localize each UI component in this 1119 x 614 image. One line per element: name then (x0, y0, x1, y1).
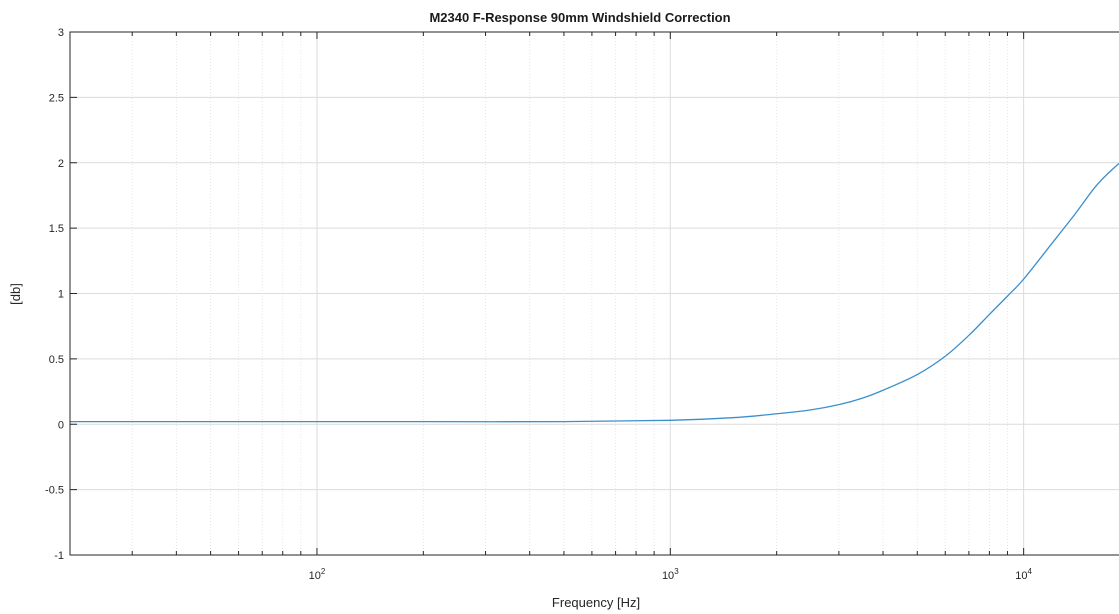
grid (69, 31, 1119, 556)
y-tick-label: -1 (54, 550, 64, 562)
series-layer (70, 162, 1119, 423)
y-tick-labels: -1 -0.5 0 0.5 1 1.5 2 2.5 3 (45, 27, 64, 562)
y-tick-label: 1.5 (49, 223, 64, 235)
y-tick-label: -0.5 (45, 485, 64, 497)
x-axis-label: Frequency [Hz] (552, 595, 640, 610)
y-tick-label: 0.5 (49, 354, 64, 366)
y-tick-label: 2 (58, 158, 64, 170)
y-axis-label: [db] (8, 283, 23, 305)
y-tick-label: 2.5 (49, 92, 64, 104)
y-tick-label: 3 (58, 27, 64, 39)
x-tick-label: 103 (662, 567, 679, 582)
chart-title: M2340 F-Response 90mm Windshield Correct… (429, 10, 730, 25)
x-tick-label: 102 (309, 567, 326, 582)
y-tick-label: 0 (58, 419, 64, 431)
y-tick-label: 1 (58, 289, 64, 301)
x-tick-labels: 102 103 104 (309, 567, 1033, 582)
x-tick-label: 104 (1015, 567, 1032, 582)
ticks (69, 31, 1025, 556)
series-line (70, 162, 1119, 423)
